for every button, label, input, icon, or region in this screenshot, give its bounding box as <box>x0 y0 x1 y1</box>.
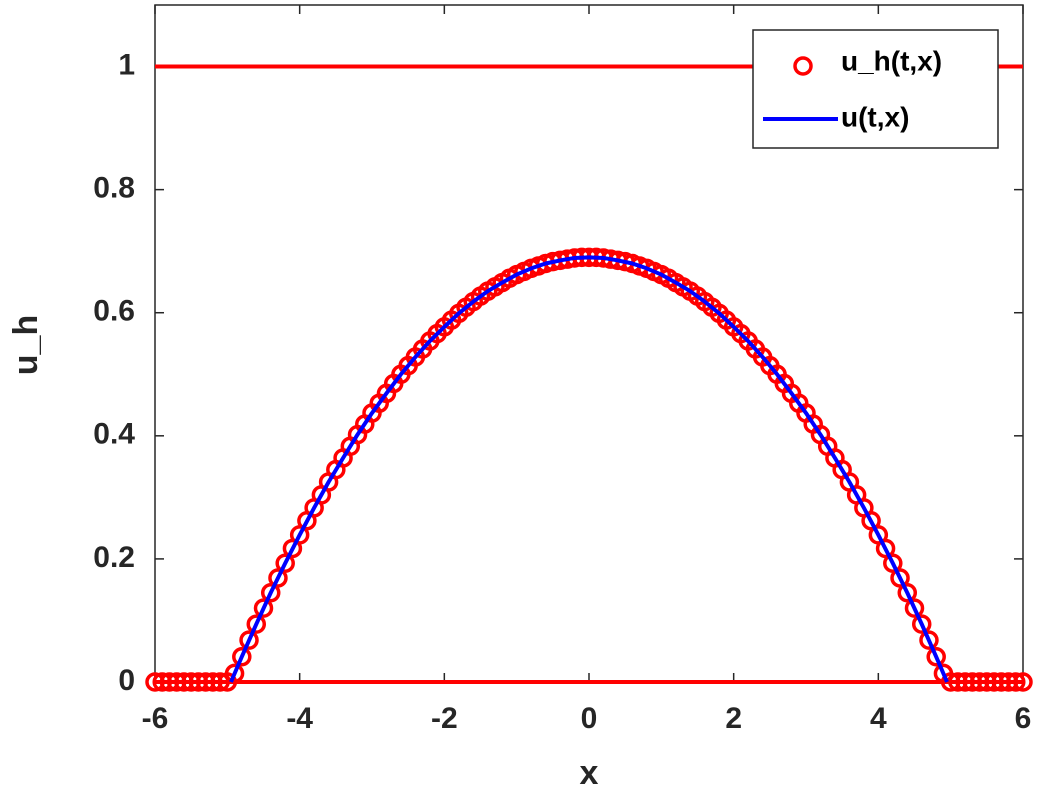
y-tick-label: 0.8 <box>93 172 135 205</box>
data-point <box>275 553 295 573</box>
data-point <box>926 647 946 667</box>
data-point <box>875 538 896 559</box>
x-tick-label: -6 <box>142 702 169 735</box>
data-point <box>911 614 932 634</box>
data-point <box>210 672 230 692</box>
x-tick-label: -2 <box>431 702 458 735</box>
data-line <box>229 255 949 683</box>
data-point <box>1013 672 1033 692</box>
data-point <box>253 598 274 618</box>
data-point <box>883 553 903 573</box>
data-point <box>239 630 259 650</box>
y-tick-label: 0.4 <box>93 418 135 451</box>
y-tick-label: 1 <box>118 48 135 81</box>
legend: u_h(t,x) u(t,x) <box>752 29 999 149</box>
y-axis-label: u_h <box>7 315 45 375</box>
x-tick-label: 0 <box>581 702 598 735</box>
x-axis-label: x <box>580 754 599 792</box>
legend-box <box>752 29 999 149</box>
x-tick-label: 4 <box>870 702 887 735</box>
data-point <box>246 614 267 634</box>
y-tick-label: 0.6 <box>93 295 135 328</box>
legend-marker <box>793 56 813 76</box>
data-point <box>890 568 910 588</box>
y-tick-label: 0.2 <box>93 541 135 574</box>
data-point <box>1006 672 1026 692</box>
legend-label: u(t,x) <box>841 101 909 132</box>
data-point <box>919 630 939 650</box>
x-tick-label: 2 <box>725 702 742 735</box>
data-point <box>224 663 245 684</box>
data-point <box>897 583 918 603</box>
x-tick-label: -4 <box>286 702 313 735</box>
data-point <box>268 568 288 588</box>
x-tick-label: 6 <box>1015 702 1032 735</box>
y-tick-label: 0 <box>118 664 135 697</box>
legend-label: u_h(t,x) <box>841 45 942 76</box>
data-point <box>232 647 252 667</box>
data-point <box>904 598 925 618</box>
data-point <box>260 583 281 603</box>
